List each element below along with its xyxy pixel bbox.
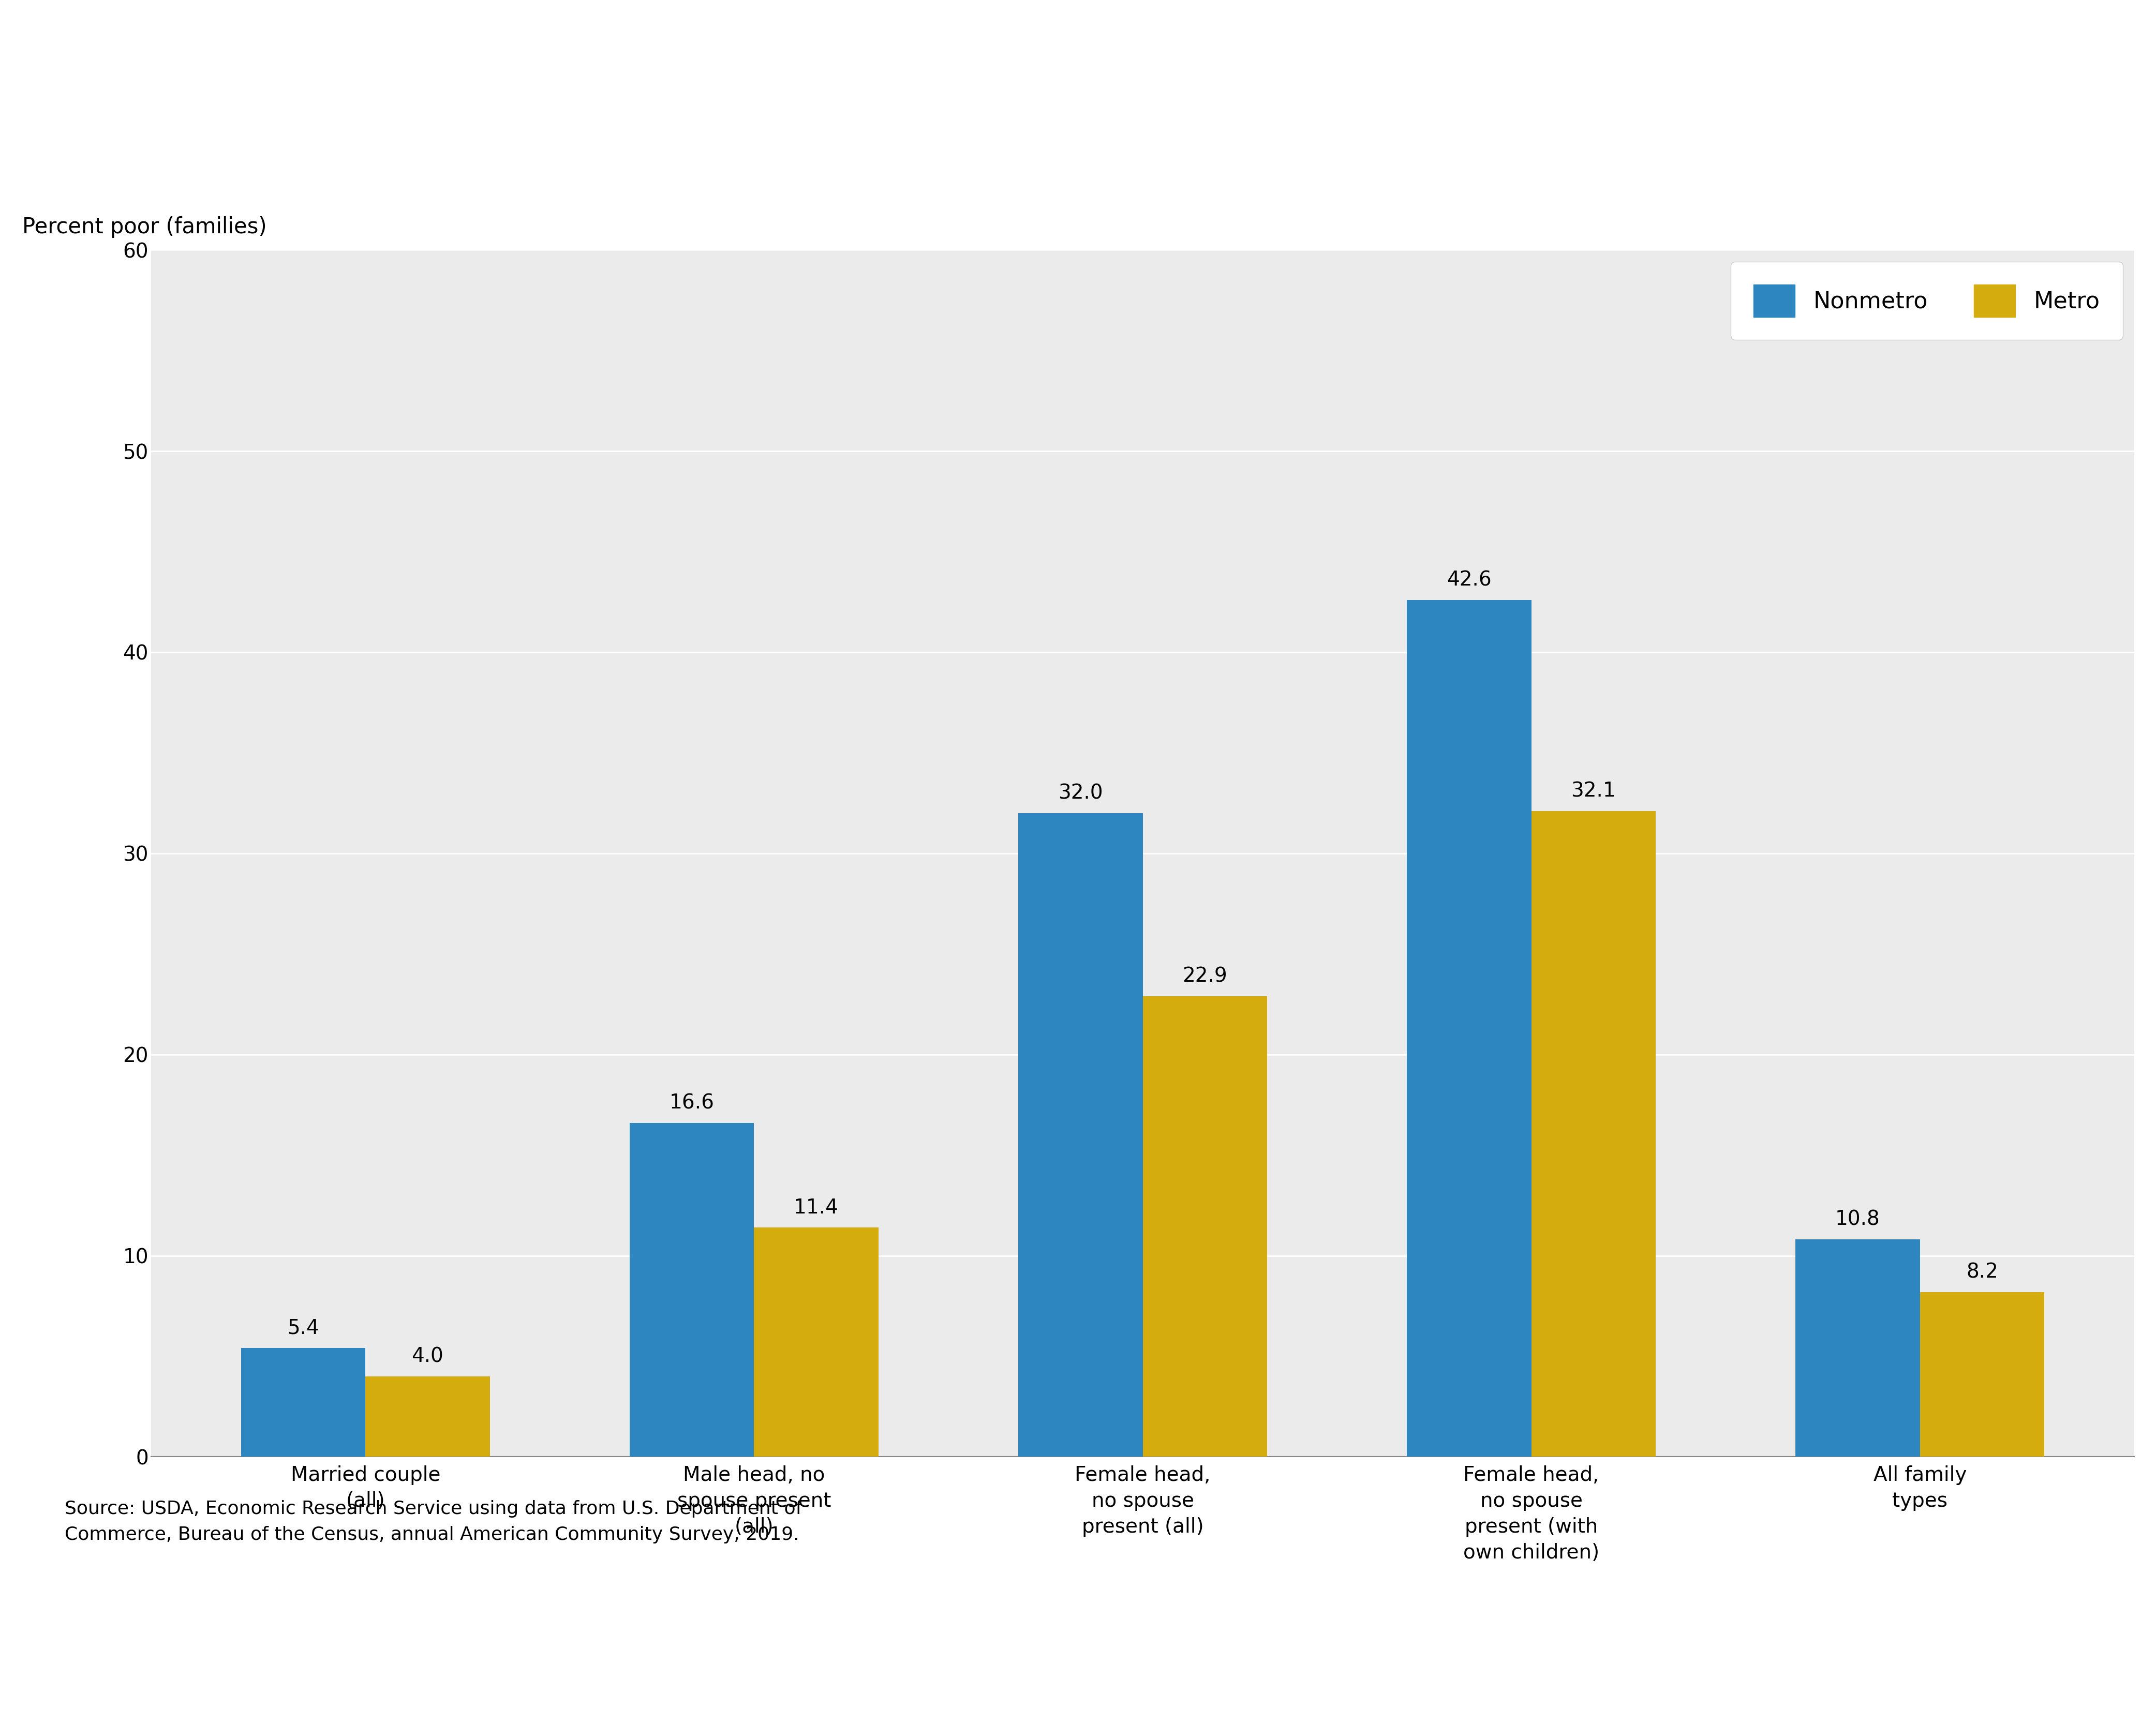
Text: 4.0: 4.0 bbox=[412, 1346, 444, 1365]
Text: 16.6: 16.6 bbox=[668, 1093, 714, 1114]
Text: 22.9: 22.9 bbox=[1181, 967, 1227, 986]
Text: Poverty rates by family type and metro/nonmetro residence, 2019: Poverty rates by family type and metro/n… bbox=[54, 74, 1291, 107]
Text: 32.0: 32.0 bbox=[1059, 783, 1104, 803]
Bar bbox=[1408, 600, 1531, 1457]
Bar bbox=[630, 1122, 755, 1457]
Bar bbox=[364, 1376, 489, 1457]
Text: 32.1: 32.1 bbox=[1572, 781, 1617, 802]
Bar bbox=[1921, 1291, 2044, 1457]
Text: Percent poor (families): Percent poor (families) bbox=[22, 216, 267, 238]
Bar bbox=[1531, 810, 1656, 1457]
Text: 10.8: 10.8 bbox=[1835, 1210, 1880, 1229]
Bar bbox=[755, 1227, 877, 1457]
Legend: Nonmetro, Metro: Nonmetro, Metro bbox=[1731, 262, 2124, 340]
Text: 5.4: 5.4 bbox=[287, 1319, 319, 1338]
Bar bbox=[1018, 814, 1143, 1457]
Text: 11.4: 11.4 bbox=[793, 1198, 839, 1217]
Bar bbox=[1796, 1240, 1921, 1457]
Text: Source: USDA, Economic Research Service using data from U.S. Department of
Comme: Source: USDA, Economic Research Service … bbox=[65, 1500, 802, 1543]
Bar bbox=[1143, 996, 1268, 1457]
Bar bbox=[241, 1348, 364, 1457]
Text: 42.6: 42.6 bbox=[1447, 571, 1492, 590]
Text: 8.2: 8.2 bbox=[1966, 1262, 1999, 1281]
